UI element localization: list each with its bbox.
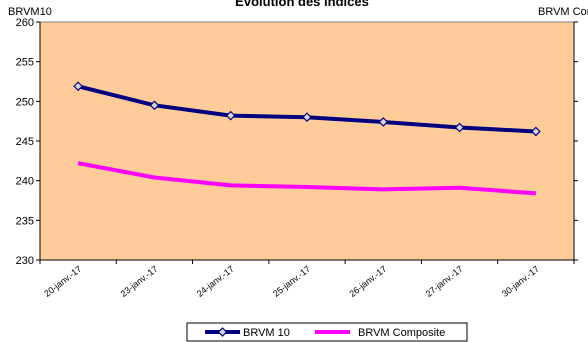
data-point xyxy=(302,112,312,123)
series-2 xyxy=(77,161,537,196)
x-tick-label: 23-janv.-17 xyxy=(119,264,160,299)
x-tick-label: 20-janv.-17 xyxy=(42,264,83,299)
data-point xyxy=(225,110,236,121)
data-point xyxy=(454,122,465,133)
data-point xyxy=(531,126,541,137)
x-tick-label: 26-janv.-17 xyxy=(347,264,388,299)
x-tick-label: 25-janv.-17 xyxy=(271,264,312,299)
right-axis-label: BRVM Composite xyxy=(538,6,588,18)
y-tick-label: 260 xyxy=(16,17,34,29)
y-axis: 230 235 240 245 250 255 260 xyxy=(16,17,41,267)
legend-label: BRVM Composite xyxy=(358,327,445,339)
series-layer xyxy=(73,81,541,196)
plot-area xyxy=(39,21,575,261)
y-tick-label: 235 xyxy=(16,215,34,227)
series-1 xyxy=(73,81,541,137)
legend: BRVM 10 BRVM Composite xyxy=(186,322,468,342)
y-tick-label: 245 xyxy=(16,136,34,148)
legend-marker xyxy=(217,327,228,337)
x-axis: 20-janv.-17 23-janv.-17 24-janv.-17 25-janv… xyxy=(39,259,575,299)
x-tick-label: 30-janv.-17 xyxy=(500,264,541,299)
data-point xyxy=(73,81,83,92)
chart-title: Évolution des indices xyxy=(235,0,369,9)
y-tick-label: 240 xyxy=(16,176,34,188)
data-point xyxy=(378,117,389,127)
y-tick-label: 255 xyxy=(16,57,34,69)
x-tick-label: 27-janv.-17 xyxy=(424,264,465,299)
data-point xyxy=(149,100,160,111)
left-axis-label: BRVM10 xyxy=(8,6,52,18)
y-tick-label: 230 xyxy=(16,255,34,267)
series-line xyxy=(77,161,537,196)
right-axis xyxy=(573,21,578,261)
legend-label: BRVM 10 xyxy=(243,327,290,339)
x-tick-label: 24-janv.-17 xyxy=(195,264,236,299)
y-tick-label: 250 xyxy=(16,96,34,108)
